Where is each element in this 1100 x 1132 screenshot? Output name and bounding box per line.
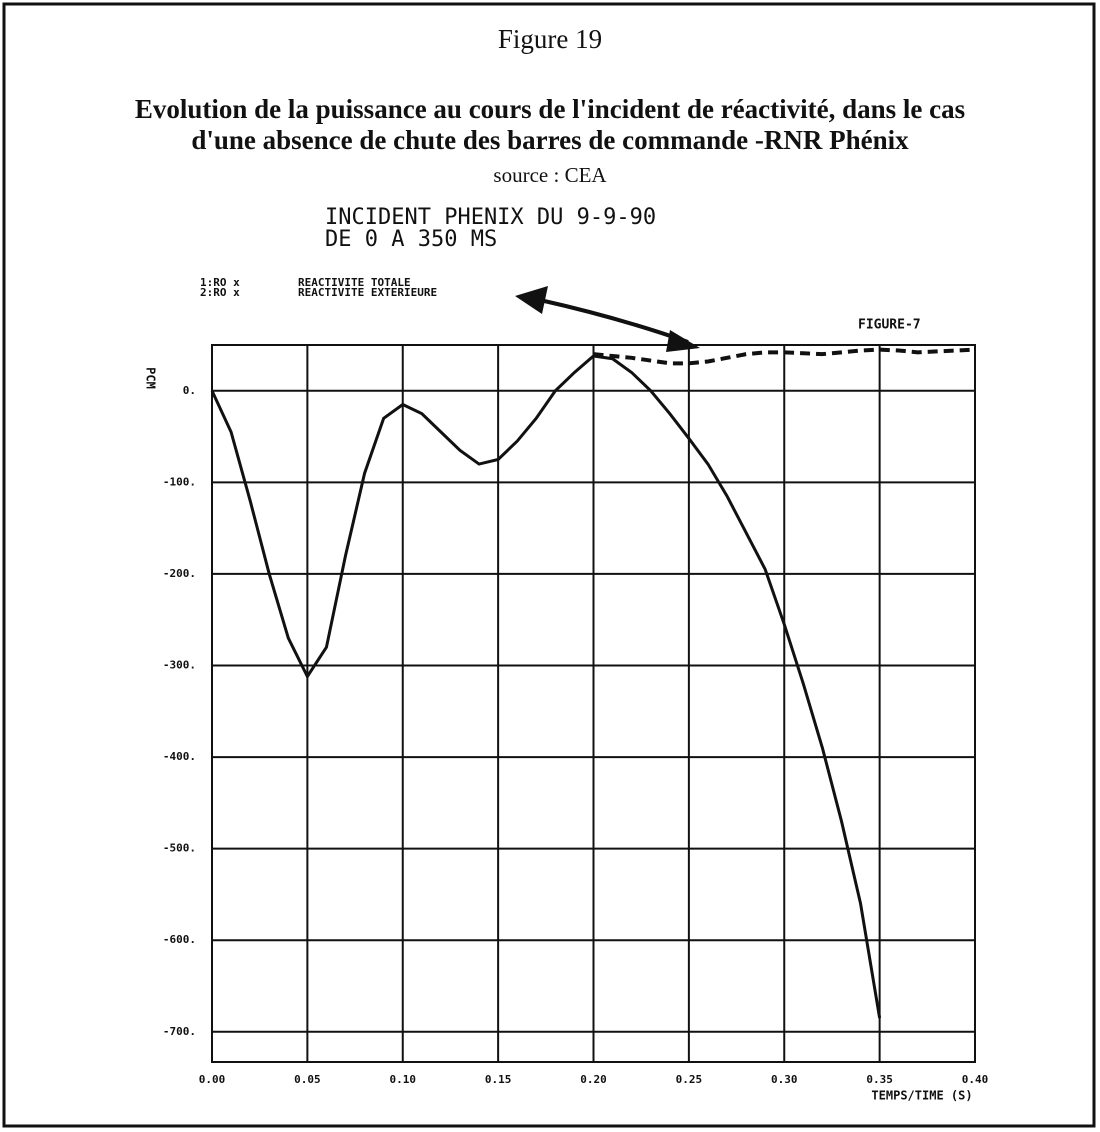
y-tick-label: -700. <box>163 1025 196 1038</box>
subtitle-line: DE 0 A 350 MS <box>325 227 497 252</box>
x-tick-label: 0.20 <box>580 1073 607 1086</box>
y-tick-label: -300. <box>163 658 196 671</box>
y-tick-label: -500. <box>163 842 196 855</box>
legend-key: 2:RO x <box>200 286 240 299</box>
annotation-arrow <box>515 286 700 352</box>
title-line: Evolution de la puissance au cours de l'… <box>135 94 965 124</box>
x-tick-label: 0.00 <box>199 1073 226 1086</box>
y-tick-label: -600. <box>163 933 196 946</box>
x-tick-label: 0.25 <box>676 1073 703 1086</box>
series-line <box>210 354 882 1019</box>
y-tick-label: -200. <box>163 567 196 580</box>
x-axis-label: TEMPS/TIME (S) <box>871 1089 972 1103</box>
title-line: d'une absence de chute des barres de com… <box>191 125 909 155</box>
figure-label: Figure 19 <box>498 24 602 54</box>
x-tick-label: 0.10 <box>390 1073 417 1086</box>
x-tick-label: 0.30 <box>771 1073 798 1086</box>
y-tick-label: 0. <box>183 384 196 397</box>
x-tick-label: 0.35 <box>866 1073 893 1086</box>
legend-key: 1:RO x <box>200 276 240 289</box>
legend-label: REACTIVITE EXTERIEURE <box>298 286 437 299</box>
y-tick-label: -400. <box>163 750 196 763</box>
y-tick-label: -100. <box>163 475 196 488</box>
x-tick-label: 0.15 <box>485 1073 512 1086</box>
series-line <box>593 347 976 366</box>
figure-tag: FIGURE-7 <box>858 318 921 333</box>
legend-label: REACTIVITE TOTALE <box>298 276 411 289</box>
x-tick-label: 0.05 <box>294 1073 321 1086</box>
subtitle-line: INCIDENT PHENIX DU 9-9-90 <box>325 205 656 230</box>
y-axis-label: PCM <box>144 367 158 389</box>
x-tick-label: 0.40 <box>962 1073 989 1086</box>
source: source : CEA <box>493 163 607 187</box>
